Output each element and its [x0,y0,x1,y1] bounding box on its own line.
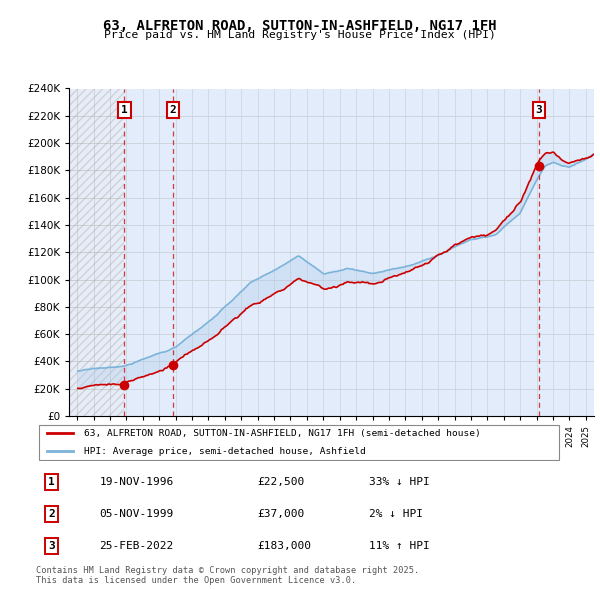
Bar [173,88,594,416]
FancyBboxPatch shape [38,425,559,460]
Text: £183,000: £183,000 [258,542,312,551]
Text: HPI: Average price, semi-detached house, Ashfield: HPI: Average price, semi-detached house,… [83,447,365,456]
Text: 33% ↓ HPI: 33% ↓ HPI [368,477,430,487]
Text: Price paid vs. HM Land Registry's House Price Index (HPI): Price paid vs. HM Land Registry's House … [104,30,496,40]
Text: 3: 3 [536,105,542,115]
Bar [124,88,173,416]
Text: 2: 2 [49,509,55,519]
Text: 1: 1 [121,105,128,115]
Text: 1: 1 [49,477,55,487]
Text: 3: 3 [49,542,55,551]
Bar [69,88,124,416]
Text: £37,000: £37,000 [258,509,305,519]
Text: 25-FEB-2022: 25-FEB-2022 [100,542,173,551]
Text: 2: 2 [170,105,176,115]
Text: 19-NOV-1996: 19-NOV-1996 [100,477,173,487]
Bar [69,88,124,416]
Text: 63, ALFRETON ROAD, SUTTON-IN-ASHFIELD, NG17 1FH: 63, ALFRETON ROAD, SUTTON-IN-ASHFIELD, N… [103,19,497,33]
Text: 05-NOV-1999: 05-NOV-1999 [100,509,173,519]
Text: 11% ↑ HPI: 11% ↑ HPI [368,542,430,551]
Text: £22,500: £22,500 [258,477,305,487]
Text: 2% ↓ HPI: 2% ↓ HPI [368,509,422,519]
Text: Contains HM Land Registry data © Crown copyright and database right 2025.
This d: Contains HM Land Registry data © Crown c… [36,566,419,585]
Text: 63, ALFRETON ROAD, SUTTON-IN-ASHFIELD, NG17 1FH (semi-detached house): 63, ALFRETON ROAD, SUTTON-IN-ASHFIELD, N… [83,428,480,438]
